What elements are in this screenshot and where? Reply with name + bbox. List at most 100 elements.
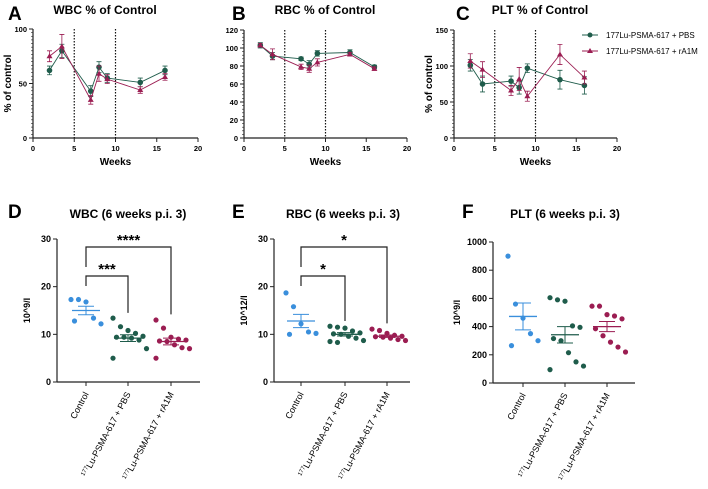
y-tick-label: 50 bbox=[19, 80, 27, 89]
x-tick-label: 20 bbox=[613, 144, 621, 153]
y-tick-label: 10 bbox=[41, 329, 51, 339]
data-point bbox=[611, 313, 618, 319]
significance-label: *** bbox=[98, 261, 116, 278]
x-tick-label: 0 bbox=[242, 144, 246, 153]
x-category-label: 177Lu-PSMA-617 + rA1M bbox=[121, 390, 176, 481]
x-tick-label: 5 bbox=[283, 144, 287, 153]
x-tick-label: 10 bbox=[111, 144, 119, 153]
sem-bar bbox=[78, 305, 94, 316]
data-point bbox=[160, 325, 167, 331]
legend-label-ra1m: 177Lu-PSMA-617 + rA1M bbox=[606, 47, 698, 56]
significance-bracket bbox=[300, 246, 388, 324]
legend-marker-pbs bbox=[587, 32, 593, 38]
data-point bbox=[508, 78, 514, 84]
sem-bar bbox=[515, 302, 531, 331]
data-point bbox=[75, 296, 82, 303]
legend-marker-ra1m bbox=[587, 48, 593, 53]
data-point bbox=[580, 363, 587, 369]
data-point bbox=[512, 301, 519, 307]
data-point bbox=[596, 303, 603, 309]
data-point bbox=[550, 335, 557, 342]
chart-title: RBC % of Control bbox=[275, 3, 376, 17]
x-category-label: Control bbox=[505, 391, 527, 421]
series-line bbox=[470, 53, 585, 98]
category-text: Lu-PSMA-617 + rA1M bbox=[561, 391, 611, 474]
data-point bbox=[479, 81, 486, 87]
data-point bbox=[547, 295, 553, 301]
group-1 bbox=[327, 323, 367, 346]
category-text: Lu-PSMA-617 + PBS bbox=[521, 391, 570, 471]
data-point bbox=[314, 50, 321, 57]
y-tick-label: 100 bbox=[435, 62, 448, 71]
y-tick-label: 1000 bbox=[467, 237, 487, 247]
y-tick-label: 0 bbox=[482, 378, 487, 388]
series-ra1m bbox=[46, 34, 168, 105]
group-0 bbox=[505, 253, 541, 349]
data-point bbox=[153, 355, 159, 361]
data-point bbox=[306, 65, 313, 71]
data-point bbox=[98, 321, 104, 327]
y-axis-label: 10^9/l bbox=[452, 300, 462, 325]
data-point bbox=[179, 345, 185, 351]
series-line bbox=[49, 45, 166, 101]
isotope-superscript: 177 bbox=[338, 468, 348, 480]
data-point bbox=[516, 75, 523, 81]
data-point bbox=[68, 296, 74, 303]
data-point bbox=[110, 355, 116, 361]
y-tick-label: 0 bbox=[263, 377, 268, 387]
y-tick-label: 800 bbox=[472, 265, 487, 275]
data-point bbox=[622, 349, 629, 355]
x-tick-label: 15 bbox=[572, 144, 580, 153]
y-tick-label: 40 bbox=[230, 98, 238, 107]
significance-bracket bbox=[300, 275, 346, 321]
data-point bbox=[581, 74, 588, 80]
data-point bbox=[113, 334, 120, 340]
x-axis-label: Weeks bbox=[310, 157, 342, 168]
data-point bbox=[334, 324, 341, 330]
data-point bbox=[104, 76, 111, 82]
data-point bbox=[371, 65, 378, 71]
y-tick-label: 0 bbox=[46, 377, 51, 387]
data-point bbox=[71, 318, 78, 324]
x-tick-label: 10 bbox=[531, 144, 539, 153]
data-point bbox=[467, 57, 474, 63]
data-point bbox=[314, 59, 321, 65]
group-2 bbox=[369, 326, 409, 344]
data-point bbox=[577, 324, 583, 330]
data-point bbox=[162, 67, 168, 74]
y-tick-label: 0 bbox=[234, 134, 238, 143]
x-category-label: Control bbox=[283, 390, 305, 420]
y-tick-label: 10 bbox=[258, 329, 268, 339]
y-tick-label: 150 bbox=[435, 26, 448, 35]
data-point bbox=[619, 316, 625, 322]
y-axis-label: % of control bbox=[424, 55, 435, 113]
data-point bbox=[524, 93, 531, 99]
series-ra1m bbox=[467, 44, 588, 102]
y-tick-label: 100 bbox=[225, 44, 238, 53]
x-tick-label: 0 bbox=[31, 144, 35, 153]
significance-label: **** bbox=[117, 232, 141, 249]
series-ra1m bbox=[257, 42, 378, 73]
data-point bbox=[298, 56, 304, 62]
panel-d: D WBC (6 weeks p.i. 3) 0 10 20 30 10^9/l Contro… bbox=[8, 202, 200, 481]
data-point bbox=[479, 66, 486, 72]
data-point bbox=[376, 327, 383, 334]
panel-letter: F bbox=[462, 202, 474, 223]
data-point bbox=[604, 312, 610, 318]
panel-letter: B bbox=[232, 4, 246, 25]
x-tick-label: 0 bbox=[452, 144, 456, 153]
data-point bbox=[125, 327, 131, 334]
data-point bbox=[615, 344, 621, 350]
isotope-superscript: 177 bbox=[558, 469, 568, 481]
data-point bbox=[535, 338, 541, 344]
group-0 bbox=[68, 296, 104, 327]
data-point bbox=[46, 53, 53, 59]
y-tick-label: 400 bbox=[472, 322, 487, 332]
data-point bbox=[558, 338, 564, 344]
y-tick-label: 60 bbox=[230, 80, 238, 89]
isotope-superscript: 177 bbox=[80, 465, 90, 477]
y-tick-label: 120 bbox=[225, 26, 238, 35]
x-category-label: 177Lu-PSMA-617 + PBS bbox=[516, 391, 569, 479]
data-point bbox=[557, 76, 563, 83]
y-tick-label: 0 bbox=[444, 134, 448, 143]
